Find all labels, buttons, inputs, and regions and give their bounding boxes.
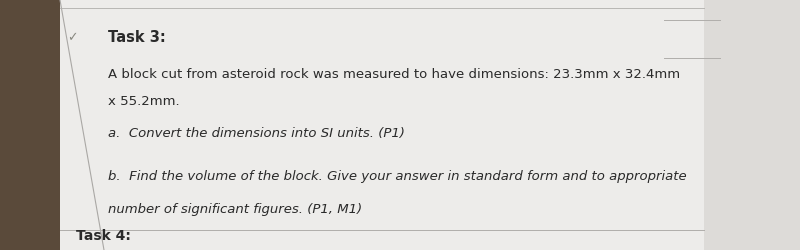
- Text: number of significant figures. (P1, M1): number of significant figures. (P1, M1): [108, 202, 362, 215]
- Text: x 55.2mm.: x 55.2mm.: [108, 95, 180, 108]
- Text: A block cut from asteroid rock was measured to have dimensions: 23.3mm x 32.4mm: A block cut from asteroid rock was measu…: [108, 68, 680, 80]
- Bar: [60, 0, 744, 250]
- Text: Task 3:: Task 3:: [108, 30, 166, 45]
- Text: ✓: ✓: [66, 31, 78, 44]
- Text: b.  Find the volume of the block. Give your answer in standard form and to appro: b. Find the volume of the block. Give yo…: [108, 170, 686, 183]
- Text: Task 4:: Task 4:: [76, 228, 131, 242]
- Bar: [0, 0, 60, 250]
- Bar: [704, 0, 800, 250]
- Text: a.  Convert the dimensions into SI units. (P1): a. Convert the dimensions into SI units.…: [108, 128, 405, 140]
